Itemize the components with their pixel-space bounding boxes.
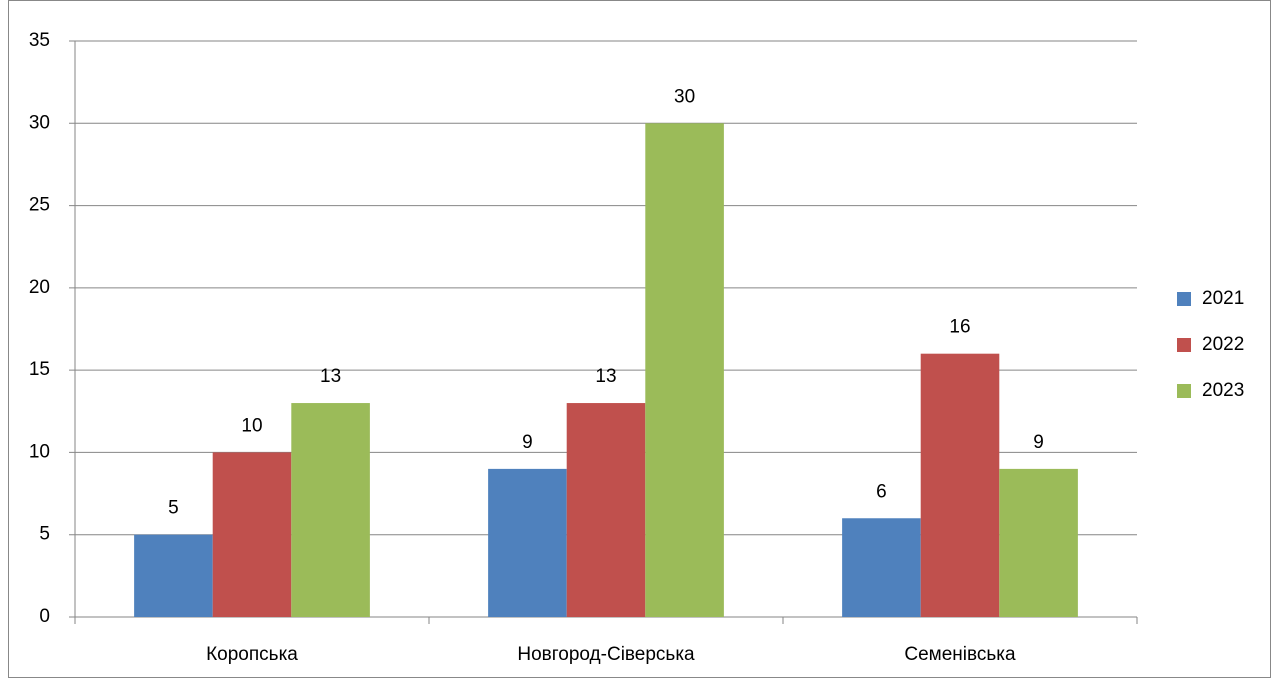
legend-swatch [1177, 292, 1191, 306]
y-tick-label: 20 [29, 277, 50, 298]
x-tick-label: Семенівська [904, 644, 1016, 665]
bar [920, 353, 1000, 617]
y-tick-label: 25 [29, 195, 50, 216]
data-label: 5 [168, 498, 179, 519]
data-label: 9 [522, 432, 533, 453]
data-label: 16 [949, 317, 970, 338]
y-tick-label: 0 [39, 606, 50, 627]
data-label: 30 [674, 86, 695, 107]
legend-label: 2022 [1202, 334, 1244, 355]
data-label: 9 [1033, 432, 1044, 453]
bar [134, 534, 213, 617]
legend-label: 2021 [1202, 288, 1244, 309]
legend-label: 2023 [1202, 380, 1244, 401]
y-tick-label: 15 [29, 359, 50, 380]
legend-swatch [1177, 384, 1191, 398]
y-tick-label: 10 [29, 441, 50, 462]
bar [291, 403, 370, 617]
bar [488, 468, 567, 617]
data-label: 10 [241, 415, 262, 436]
bar [842, 518, 921, 617]
y-tick-label: 30 [29, 112, 50, 133]
y-tick-label: 5 [39, 524, 50, 545]
legend-swatch [1177, 338, 1191, 352]
data-label: 6 [876, 481, 887, 502]
bar [645, 123, 724, 618]
data-label: 13 [595, 366, 616, 387]
bar [999, 468, 1078, 617]
data-label: 13 [320, 366, 341, 387]
x-tick-label: Коропська [206, 644, 298, 665]
x-tick-label: Новгород-Сіверська [517, 644, 695, 665]
bar [566, 403, 646, 617]
y-tick-label: 35 [29, 30, 50, 51]
bar [212, 452, 292, 617]
